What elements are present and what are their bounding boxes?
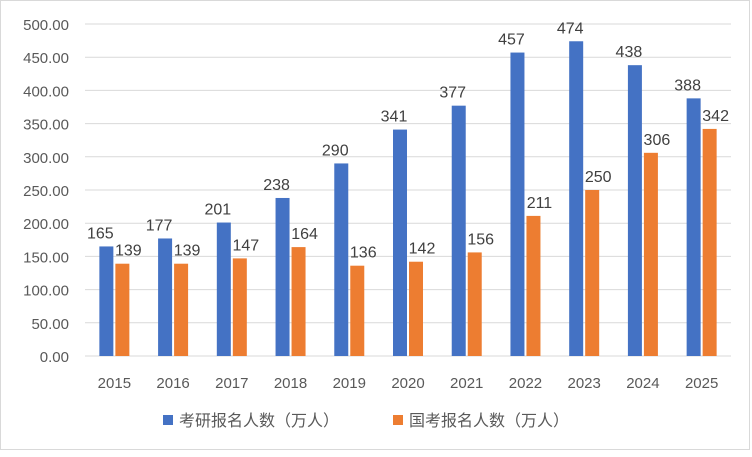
bar-guokao [702,128,717,356]
data-label: 139 [174,243,201,260]
bar-kaoyan [216,222,231,356]
bar-guokao [291,247,306,356]
data-label: 342 [702,108,729,125]
y-tick-label: 450.00 [23,50,69,67]
data-label: 238 [263,177,290,194]
y-tick-label: 0.00 [40,349,69,366]
data-label: 147 [232,237,259,254]
bar-guokao [409,261,423,356]
data-label: 438 [616,44,643,61]
bar-guokao [643,152,658,356]
bar-kaoyan [510,52,525,356]
data-label: 139 [115,243,142,260]
bar-kaoyan [99,246,114,356]
y-tick-label: 150.00 [23,249,69,266]
bar-guokao [232,258,247,356]
data-label: 201 [204,202,231,219]
y-tick-label: 300.00 [23,150,69,167]
data-label: 457 [498,32,525,49]
bar-guokao [350,265,365,356]
data-label: 474 [557,20,584,37]
data-label: 290 [322,142,349,159]
bar-guokao [526,215,541,356]
bar-guokao [174,263,189,356]
bar-kaoyan [627,65,642,356]
data-label: 388 [674,77,701,94]
data-label: 142 [409,241,436,258]
data-label: 177 [146,217,173,234]
y-tick-label: 250.00 [23,183,69,200]
bar-guokao [467,252,482,356]
x-tick-label: 2020 [391,375,424,392]
x-tick-label: 2018 [274,375,307,392]
data-label: 306 [644,132,671,149]
x-tick-label: 2022 [509,375,542,392]
bar-kaoyan [275,197,290,356]
bar-kaoyan [451,105,466,356]
y-tick-label: 200.00 [23,216,69,233]
bar-guokao [115,263,130,356]
x-tick-label: 2023 [567,375,600,392]
bar-kaoyan [686,98,701,357]
y-tick-label: 100.00 [23,283,69,300]
x-tick-label: 2015 [98,375,131,392]
legend-label: 考研报名人数（万人） [179,412,339,430]
bar-kaoyan [569,41,584,356]
data-label: 136 [350,245,377,262]
data-label: 164 [291,226,318,243]
x-tick-label: 2021 [450,375,483,392]
legend-label: 国考报名人数（万人） [409,412,569,430]
data-label: 250 [585,169,612,186]
x-tick-label: 2017 [215,375,248,392]
bar-kaoyan [158,238,173,356]
bar-guokao [585,190,600,356]
y-tick-label: 350.00 [23,117,69,134]
data-label: 341 [381,109,408,126]
data-label: 211 [527,195,553,212]
bar-kaoyan [393,129,407,356]
x-tick-label: 2019 [333,375,366,392]
y-tick-label: 50.00 [31,316,69,333]
data-label: 377 [439,85,466,102]
bar-kaoyan [334,163,349,356]
x-tick-label: 2024 [626,375,659,392]
x-tick-label: 2016 [156,375,189,392]
legend-swatch [163,415,173,425]
data-label: 156 [467,231,494,248]
y-tick-label: 400.00 [23,83,69,100]
data-label: 165 [87,225,114,242]
y-tick-label: 500.00 [23,17,69,34]
legend-swatch [393,415,403,425]
x-tick-label: 2025 [685,375,718,392]
